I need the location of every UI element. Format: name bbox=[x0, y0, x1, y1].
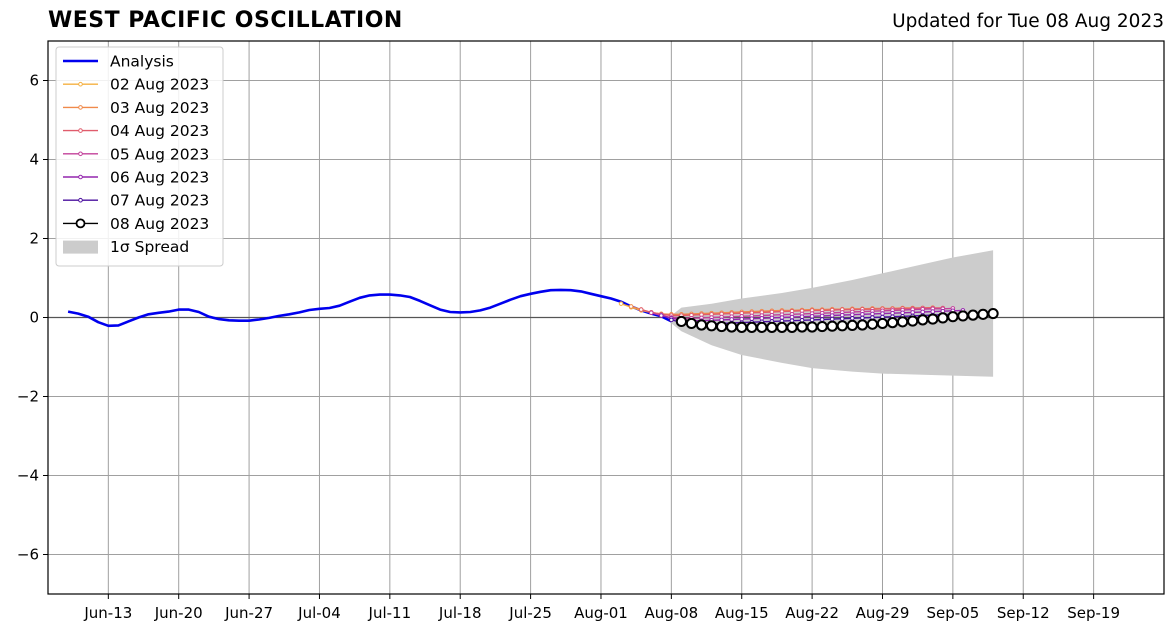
x-tick-label: Jul-04 bbox=[297, 604, 341, 622]
x-tick-label: Aug-01 bbox=[574, 604, 628, 622]
forecast-point bbox=[705, 320, 718, 332]
forecast-point bbox=[638, 307, 644, 312]
forecast-point bbox=[826, 320, 838, 332]
forecast-point bbox=[766, 321, 778, 333]
forecast-point bbox=[876, 317, 889, 330]
forecast-point bbox=[947, 311, 959, 323]
forecast-point bbox=[917, 314, 929, 326]
forecast-point bbox=[716, 320, 728, 333]
x-tick-label: Sep-05 bbox=[926, 604, 979, 622]
y-tick-label: −6 bbox=[17, 546, 39, 564]
legend: Analysis 02 Aug 2023 03 Aug 2023 04 Aug 202… bbox=[55, 46, 224, 267]
legend-label: 03 Aug 2023 bbox=[110, 99, 209, 117]
legend-marker bbox=[78, 197, 83, 203]
x-tick-label: Jul-11 bbox=[368, 604, 412, 622]
forecast-point bbox=[987, 307, 999, 320]
forecast-point bbox=[829, 316, 835, 322]
forecast-point bbox=[927, 313, 939, 325]
legend-label: 02 Aug 2023 bbox=[110, 76, 209, 94]
forecast-point bbox=[618, 301, 624, 306]
analysis-line bbox=[67, 288, 672, 328]
forecast-point bbox=[628, 304, 634, 309]
forecast-point bbox=[860, 315, 865, 321]
y-tick-label: 6 bbox=[29, 72, 39, 90]
forecast-point bbox=[756, 321, 768, 333]
chart-subtitle: Updated for Tue 08 Aug 2023 bbox=[892, 11, 1164, 32]
forecast-point bbox=[957, 310, 969, 322]
x-tick-label: Sep-19 bbox=[1067, 604, 1120, 622]
forecast-point bbox=[846, 319, 858, 331]
forecast-point bbox=[896, 316, 909, 328]
legend-label: 1σ Spread bbox=[110, 238, 189, 256]
legend-marker bbox=[75, 218, 86, 229]
legend-marker bbox=[78, 174, 83, 180]
y-tick-label: −2 bbox=[17, 388, 39, 406]
y-tick-label: −4 bbox=[17, 467, 39, 485]
x-tick-label: Jul-18 bbox=[438, 604, 482, 622]
analysis-layer bbox=[67, 288, 672, 328]
forecast-point bbox=[658, 313, 664, 318]
x-tick-label: Aug-29 bbox=[856, 604, 910, 622]
y-tick-label: 2 bbox=[29, 230, 39, 248]
x-tick-label: Aug-15 bbox=[715, 604, 769, 622]
x-tick-label: Jun-20 bbox=[154, 604, 203, 622]
forecast-point bbox=[736, 321, 748, 333]
x-tick-label: Aug-22 bbox=[785, 604, 839, 622]
legend-marker bbox=[78, 128, 83, 133]
forecast-point bbox=[669, 317, 674, 323]
chart-title: WEST PACIFIC OSCILLATION bbox=[48, 8, 403, 33]
legend-label: 04 Aug 2023 bbox=[110, 122, 209, 140]
x-tick-label: Sep-12 bbox=[997, 604, 1050, 622]
legend-label: 07 Aug 2023 bbox=[110, 192, 209, 210]
forecast-point bbox=[937, 312, 949, 324]
legend-marker bbox=[78, 81, 83, 87]
legend-box bbox=[55, 46, 224, 267]
legend-marker bbox=[78, 151, 83, 157]
forecast-point bbox=[836, 320, 848, 332]
forecast-point bbox=[967, 309, 979, 321]
forecast-point bbox=[746, 321, 758, 333]
forecast-point bbox=[977, 308, 989, 320]
x-tick-label: Aug-08 bbox=[644, 604, 698, 622]
forecast-point bbox=[726, 321, 738, 333]
forecast-point bbox=[886, 317, 899, 329]
forecast-point bbox=[675, 315, 688, 328]
forecast-point bbox=[648, 310, 654, 316]
forecast-point bbox=[786, 321, 798, 333]
y-tick-label: 4 bbox=[29, 151, 39, 169]
forecast-layer bbox=[618, 301, 999, 333]
legend-label: Analysis bbox=[110, 53, 174, 71]
forecast-point bbox=[806, 321, 818, 333]
y-tick-label: 0 bbox=[29, 309, 39, 327]
forecast-point bbox=[856, 319, 868, 331]
tick-layer: Jun-13 Jun-20 Jun-27 Jul-04 Jul-11 Jul-18 Jul-… bbox=[17, 72, 1120, 623]
legend-label: 05 Aug 2023 bbox=[110, 145, 209, 163]
forecast-point bbox=[796, 321, 808, 333]
forecast-point bbox=[850, 315, 855, 321]
legend-swatch bbox=[63, 240, 98, 254]
x-tick-label: Jun-13 bbox=[83, 604, 132, 622]
forecast-point bbox=[685, 317, 698, 330]
legend-label: 06 Aug 2023 bbox=[110, 169, 209, 187]
x-tick-label: Jul-25 bbox=[508, 604, 552, 622]
forecast-point bbox=[839, 316, 845, 321]
forecast-point bbox=[809, 317, 815, 323]
legend-marker bbox=[78, 105, 83, 110]
forecast-point bbox=[776, 321, 788, 333]
legend-label: 08 Aug 2023 bbox=[110, 215, 209, 233]
forecast-point bbox=[695, 319, 708, 331]
forecast-point bbox=[907, 315, 919, 327]
forecast-point bbox=[819, 317, 825, 322]
forecast-point bbox=[866, 318, 879, 330]
x-tick-label: Jun-27 bbox=[224, 604, 273, 622]
forecast-point bbox=[816, 320, 828, 333]
